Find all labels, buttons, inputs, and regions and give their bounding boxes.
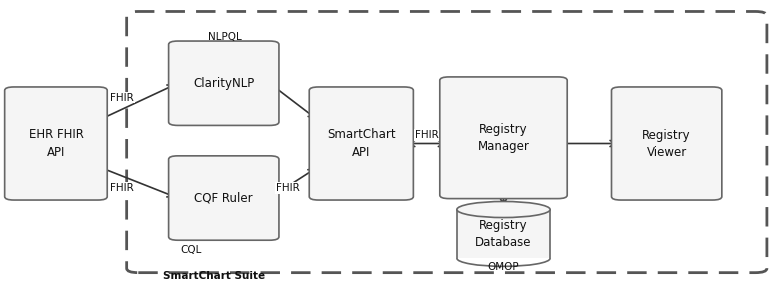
Ellipse shape [457,201,550,218]
Text: EHR FHIR
API: EHR FHIR API [29,129,83,158]
Text: FHIR: FHIR [415,130,438,140]
FancyBboxPatch shape [440,77,567,199]
FancyBboxPatch shape [611,87,722,200]
Text: Registry
Database: Registry Database [476,219,531,249]
Text: Registry
Manager: Registry Manager [478,123,529,153]
Text: FHIR: FHIR [276,183,299,193]
Polygon shape [457,210,550,258]
Text: FHIR: FHIR [110,183,134,193]
Text: CQL: CQL [180,245,202,255]
FancyBboxPatch shape [169,156,279,240]
FancyBboxPatch shape [309,87,413,200]
FancyBboxPatch shape [169,41,279,125]
Text: SmartChart Suite: SmartChart Suite [163,271,265,280]
FancyBboxPatch shape [5,87,107,200]
Text: NLPQL: NLPQL [208,32,242,42]
Text: OMOP: OMOP [488,263,519,272]
Text: SmartChart
API: SmartChart API [327,129,395,158]
Text: Registry
Viewer: Registry Viewer [643,129,691,158]
Text: FHIR: FHIR [110,93,134,102]
Text: ClarityNLP: ClarityNLP [193,77,254,90]
Text: CQF Ruler: CQF Ruler [194,191,253,205]
